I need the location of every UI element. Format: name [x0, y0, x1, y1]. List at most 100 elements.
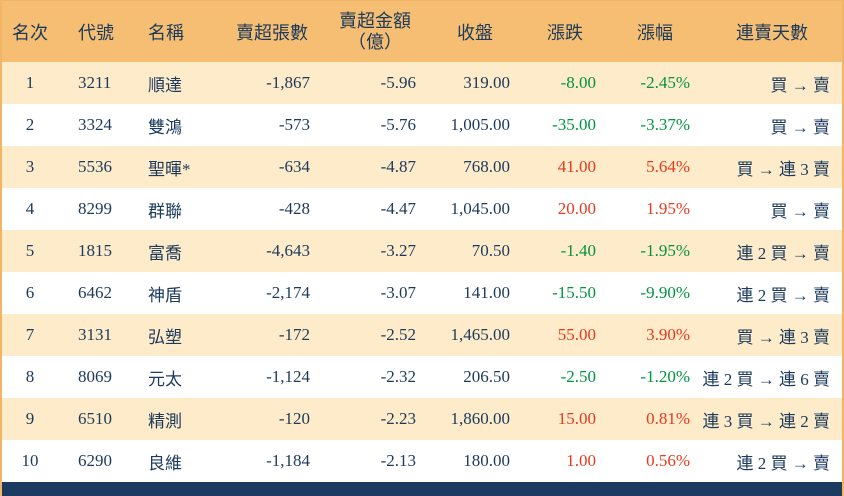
cell-rank: 5 [25, 241, 35, 260]
cell-sell-amount: -4.87 [380, 157, 416, 176]
cell-change: 55.00 [557, 325, 596, 344]
cell-sell-volume: -1,124 [266, 367, 310, 386]
cell-name: 精測 [148, 411, 182, 431]
cell-rank: 9 [25, 409, 35, 428]
cell-code: 8069 [78, 367, 112, 386]
col-header-code: 代號 [78, 22, 114, 43]
cell-change-percent: 5.64% [646, 157, 690, 176]
cell-streak: 連 2 買 → 賣 [736, 285, 831, 305]
cell-streak: 買 → 連 3 賣 [736, 327, 831, 347]
cell-rank: 2 [25, 115, 35, 134]
cell-change-percent: 1.95% [646, 199, 690, 218]
table-body: 1 3211 順達 -1,867 -5.96 319.00 -8.00 -2.45% 買 → 賣… [2, 62, 842, 482]
cell-sell-volume: -1,184 [266, 451, 310, 470]
col-header-streak: 連賣天數 [736, 22, 808, 43]
cell-code: 6510 [78, 409, 112, 428]
cell-change-percent: 0.81% [646, 409, 690, 428]
cell-rank: 10 [21, 451, 39, 470]
table-row: 10 6290 良維 -1,184 -2.13 180.00 1.00 0.56% 連 2 買 … [2, 440, 842, 482]
table-header: 名次 代號 名稱 賣超張數 賣超金額 （億） 收盤 漲跌 漲幅 連賣天數 [2, 1, 842, 62]
cell-change: 41.00 [557, 157, 596, 176]
cell-name: 聖暉* [148, 159, 191, 179]
cell-change: -2.50 [560, 367, 596, 386]
cell-code: 8299 [78, 199, 112, 218]
table-row: 5 1815 富喬 -4,643 -3.27 70.50 -1.40 -1.95% 連 2 買 … [2, 230, 842, 272]
cell-sell-amount: -4.47 [380, 199, 416, 218]
cell-change: -35.00 [552, 115, 596, 134]
col-header-name: 名稱 [148, 22, 184, 43]
cell-change-percent: 3.90% [646, 325, 690, 344]
cell-streak: 買 → 賣 [770, 201, 831, 221]
table-row: 8 8069 元太 -1,124 -2.32 206.50 -2.50 -1.20% 連 2 買… [2, 356, 842, 398]
cell-change-percent: -1.95% [640, 241, 690, 260]
cell-code: 3324 [78, 115, 112, 134]
table-row: 6 6462 神盾 -2,174 -3.07 141.00 -15.50 -9.90% 連 2 … [2, 272, 842, 314]
cell-name: 群聯 [148, 201, 182, 221]
col-header-sell-volume: 賣超張數 [236, 22, 308, 43]
footer-bar [2, 482, 842, 496]
cell-sell-amount: -2.32 [380, 367, 416, 386]
cell-name: 富喬 [148, 243, 182, 263]
cell-streak: 買 → 連 3 賣 [736, 159, 831, 179]
cell-streak: 連 2 買 → 賣 [736, 243, 831, 263]
cell-sell-amount: -3.27 [380, 241, 416, 260]
cell-close: 206.50 [463, 367, 510, 386]
cell-change-percent: -2.45% [640, 73, 690, 92]
cell-change: 15.00 [557, 409, 596, 428]
cell-close: 1,005.00 [450, 115, 511, 134]
cell-sell-volume: -4,643 [266, 241, 310, 260]
cell-sell-volume: -2,174 [266, 283, 310, 302]
cell-rank: 8 [25, 367, 35, 386]
cell-streak: 連 2 買 → 連 6 賣 [702, 369, 831, 389]
cell-name: 弘塑 [148, 327, 182, 347]
cell-rank: 4 [25, 199, 35, 218]
col-header-sell-amount-line2: （億） [348, 31, 402, 52]
cell-close: 1,465.00 [450, 325, 511, 344]
cell-close: 141.00 [463, 283, 510, 302]
cell-name: 良維 [148, 453, 182, 473]
cell-close: 319.00 [463, 73, 510, 92]
col-header-change: 漲跌 [547, 22, 583, 43]
table-row: 4 8299 群聯 -428 -4.47 1,045.00 20.00 1.95% 買 → 賣 [2, 188, 842, 230]
col-header-sell-amount-line1: 賣超金額 [339, 10, 411, 31]
table-row: 3 5536 聖暉* -634 -4.87 768.00 41.00 5.64% 買 → 連 3… [2, 146, 842, 188]
cell-name: 元太 [148, 369, 182, 389]
col-header-rank: 名次 [12, 22, 48, 43]
cell-sell-volume: -428 [278, 199, 310, 218]
cell-change-percent: 0.56% [646, 451, 690, 470]
cell-sell-amount: -2.23 [380, 409, 416, 428]
cell-sell-amount: -2.13 [380, 451, 416, 470]
cell-name: 順達 [148, 75, 182, 95]
cell-close: 1,045.00 [450, 199, 511, 218]
cell-streak: 連 2 買 → 賣 [736, 453, 831, 473]
table-row: 1 3211 順達 -1,867 -5.96 319.00 -8.00 -2.45% 買 → 賣 [2, 62, 842, 104]
cell-name: 雙鴻 [148, 117, 182, 137]
cell-code: 5536 [78, 157, 112, 176]
cell-code: 6462 [78, 283, 112, 302]
table-row: 2 3324 雙鴻 -573 -5.76 1,005.00 -35.00 -3.37% 買 → … [2, 104, 842, 146]
cell-code: 3131 [78, 325, 112, 344]
cell-code: 3211 [78, 73, 112, 92]
table-row: 9 6510 精測 -120 -2.23 1,860.00 15.00 0.81% 連 3 買 … [2, 398, 842, 440]
cell-sell-volume: -1,867 [266, 73, 310, 92]
cell-sell-volume: -120 [278, 409, 310, 428]
cell-streak: 買 → 賣 [770, 75, 831, 95]
cell-streak: 連 3 買 → 連 2 賣 [702, 411, 831, 431]
cell-streak: 買 → 賣 [770, 117, 831, 137]
cell-sell-amount: -3.07 [380, 283, 416, 302]
cell-change-percent: -9.90% [640, 283, 690, 302]
cell-name: 神盾 [148, 285, 182, 305]
cell-change-percent: -1.20% [640, 367, 690, 386]
cell-change: 1.00 [566, 451, 596, 470]
cell-sell-amount: -5.76 [380, 115, 416, 134]
col-header-sell-amount: 賣超金額 （億） [322, 11, 428, 52]
cell-rank: 7 [25, 325, 35, 344]
cell-rank: 3 [25, 157, 35, 176]
col-header-change-percent: 漲幅 [637, 22, 673, 43]
cell-change: -8.00 [560, 73, 596, 92]
cell-rank: 6 [25, 283, 35, 302]
cell-change: 20.00 [557, 199, 596, 218]
cell-code: 1815 [78, 241, 112, 260]
col-header-close: 收盤 [457, 22, 493, 43]
cell-sell-amount: -5.96 [380, 73, 416, 92]
